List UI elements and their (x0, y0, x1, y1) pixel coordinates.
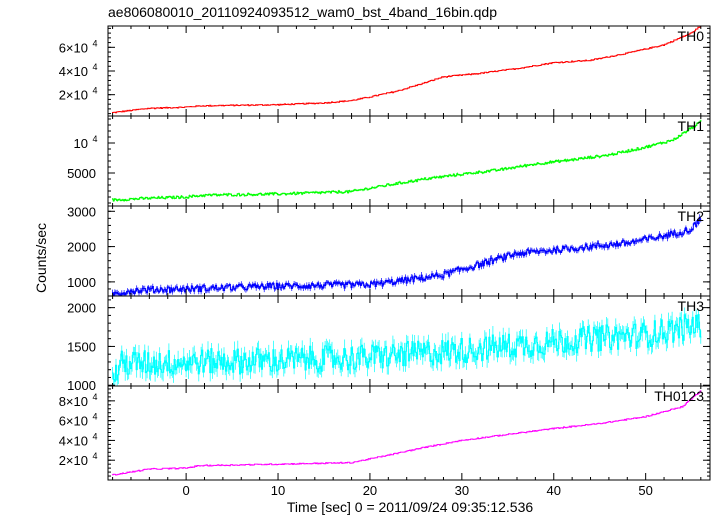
chart-title: ae806080010_20110924093512_wam0_bst_4ban… (108, 4, 497, 20)
series-th1 (112, 119, 702, 202)
series-line (112, 26, 702, 114)
series-th0123 (112, 390, 702, 476)
panel-th3: 1000 1500 2000 TH3 (67, 295, 711, 393)
y-tick-label: 3000 (67, 204, 96, 219)
x-tick-label: 20 (363, 483, 377, 498)
panel-label: TH0 (678, 28, 705, 44)
y-tick-label: 1500 (67, 339, 96, 354)
y-tick-label: 2×10 (59, 88, 88, 103)
y-tick-exponent: 4 (92, 62, 97, 72)
panel-th0123: 2×10 4 4×10 4 6×10 4 8×10 4 TH0123 (59, 385, 711, 481)
series-line (112, 216, 702, 296)
y-tick-label: 8×10 (59, 394, 88, 409)
y-tick-exponent: 4 (92, 431, 97, 441)
x-axis-label: Time [sec] 0 = 2011/09/24 09:35:12.536 (287, 499, 534, 515)
error-bars (112, 119, 702, 202)
plot-area: 2×10 4 4×10 4 6×10 4 TH0 5000 10 4 TH1 1000 2000 3000… (59, 25, 711, 498)
panel-th2: 1000 2000 3000 TH2 (67, 204, 711, 297)
y-tick-exponent: 4 (92, 451, 97, 461)
x-tick-label: 50 (638, 483, 652, 498)
series-th0 (112, 26, 702, 114)
y-tick-exponent: 4 (92, 86, 97, 96)
panel-th0: 2×10 4 4×10 4 6×10 4 TH0 (59, 25, 711, 117)
y-tick-label: 2000 (67, 240, 96, 255)
y-tick-label: 5000 (67, 166, 96, 181)
error-bars (112, 307, 702, 386)
series-line (112, 390, 702, 476)
x-tick-label: 30 (455, 483, 469, 498)
panel-th1: 5000 10 4 TH1 (67, 115, 711, 207)
series-line (112, 314, 702, 382)
y-tick-exponent: 4 (92, 412, 97, 422)
panel-label: TH1 (678, 118, 705, 134)
y-tick-label: 4×10 (59, 433, 88, 448)
y-tick-label: 1000 (67, 275, 96, 290)
x-tick-label: 10 (271, 483, 285, 498)
panel-frame (107, 115, 711, 207)
y-tick-label: 6×10 (59, 414, 88, 429)
x-tick-label: 40 (547, 483, 561, 498)
y-tick-exponent: 4 (92, 134, 97, 144)
y-tick-label: 4×10 (59, 64, 88, 79)
panel-frame (107, 25, 711, 117)
y-tick-label: 2×10 (59, 453, 88, 468)
y-tick-exponent: 4 (92, 392, 97, 402)
series-th3 (112, 307, 702, 386)
series-line (112, 120, 702, 202)
y-tick-label: 10 (74, 136, 88, 151)
series-th2 (112, 214, 702, 296)
panel-label: TH0123 (654, 388, 704, 404)
y-tick-label: 6×10 (59, 40, 88, 55)
y-tick-label: 2000 (67, 301, 96, 316)
panel-label: TH2 (678, 208, 705, 224)
y-tick-exponent: 4 (92, 38, 97, 48)
x-tick-label: 0 (183, 483, 190, 498)
y-tick-label: 1000 (67, 378, 96, 393)
y-axis-label: Counts/sec (33, 223, 49, 293)
panel-label: TH3 (678, 298, 705, 314)
